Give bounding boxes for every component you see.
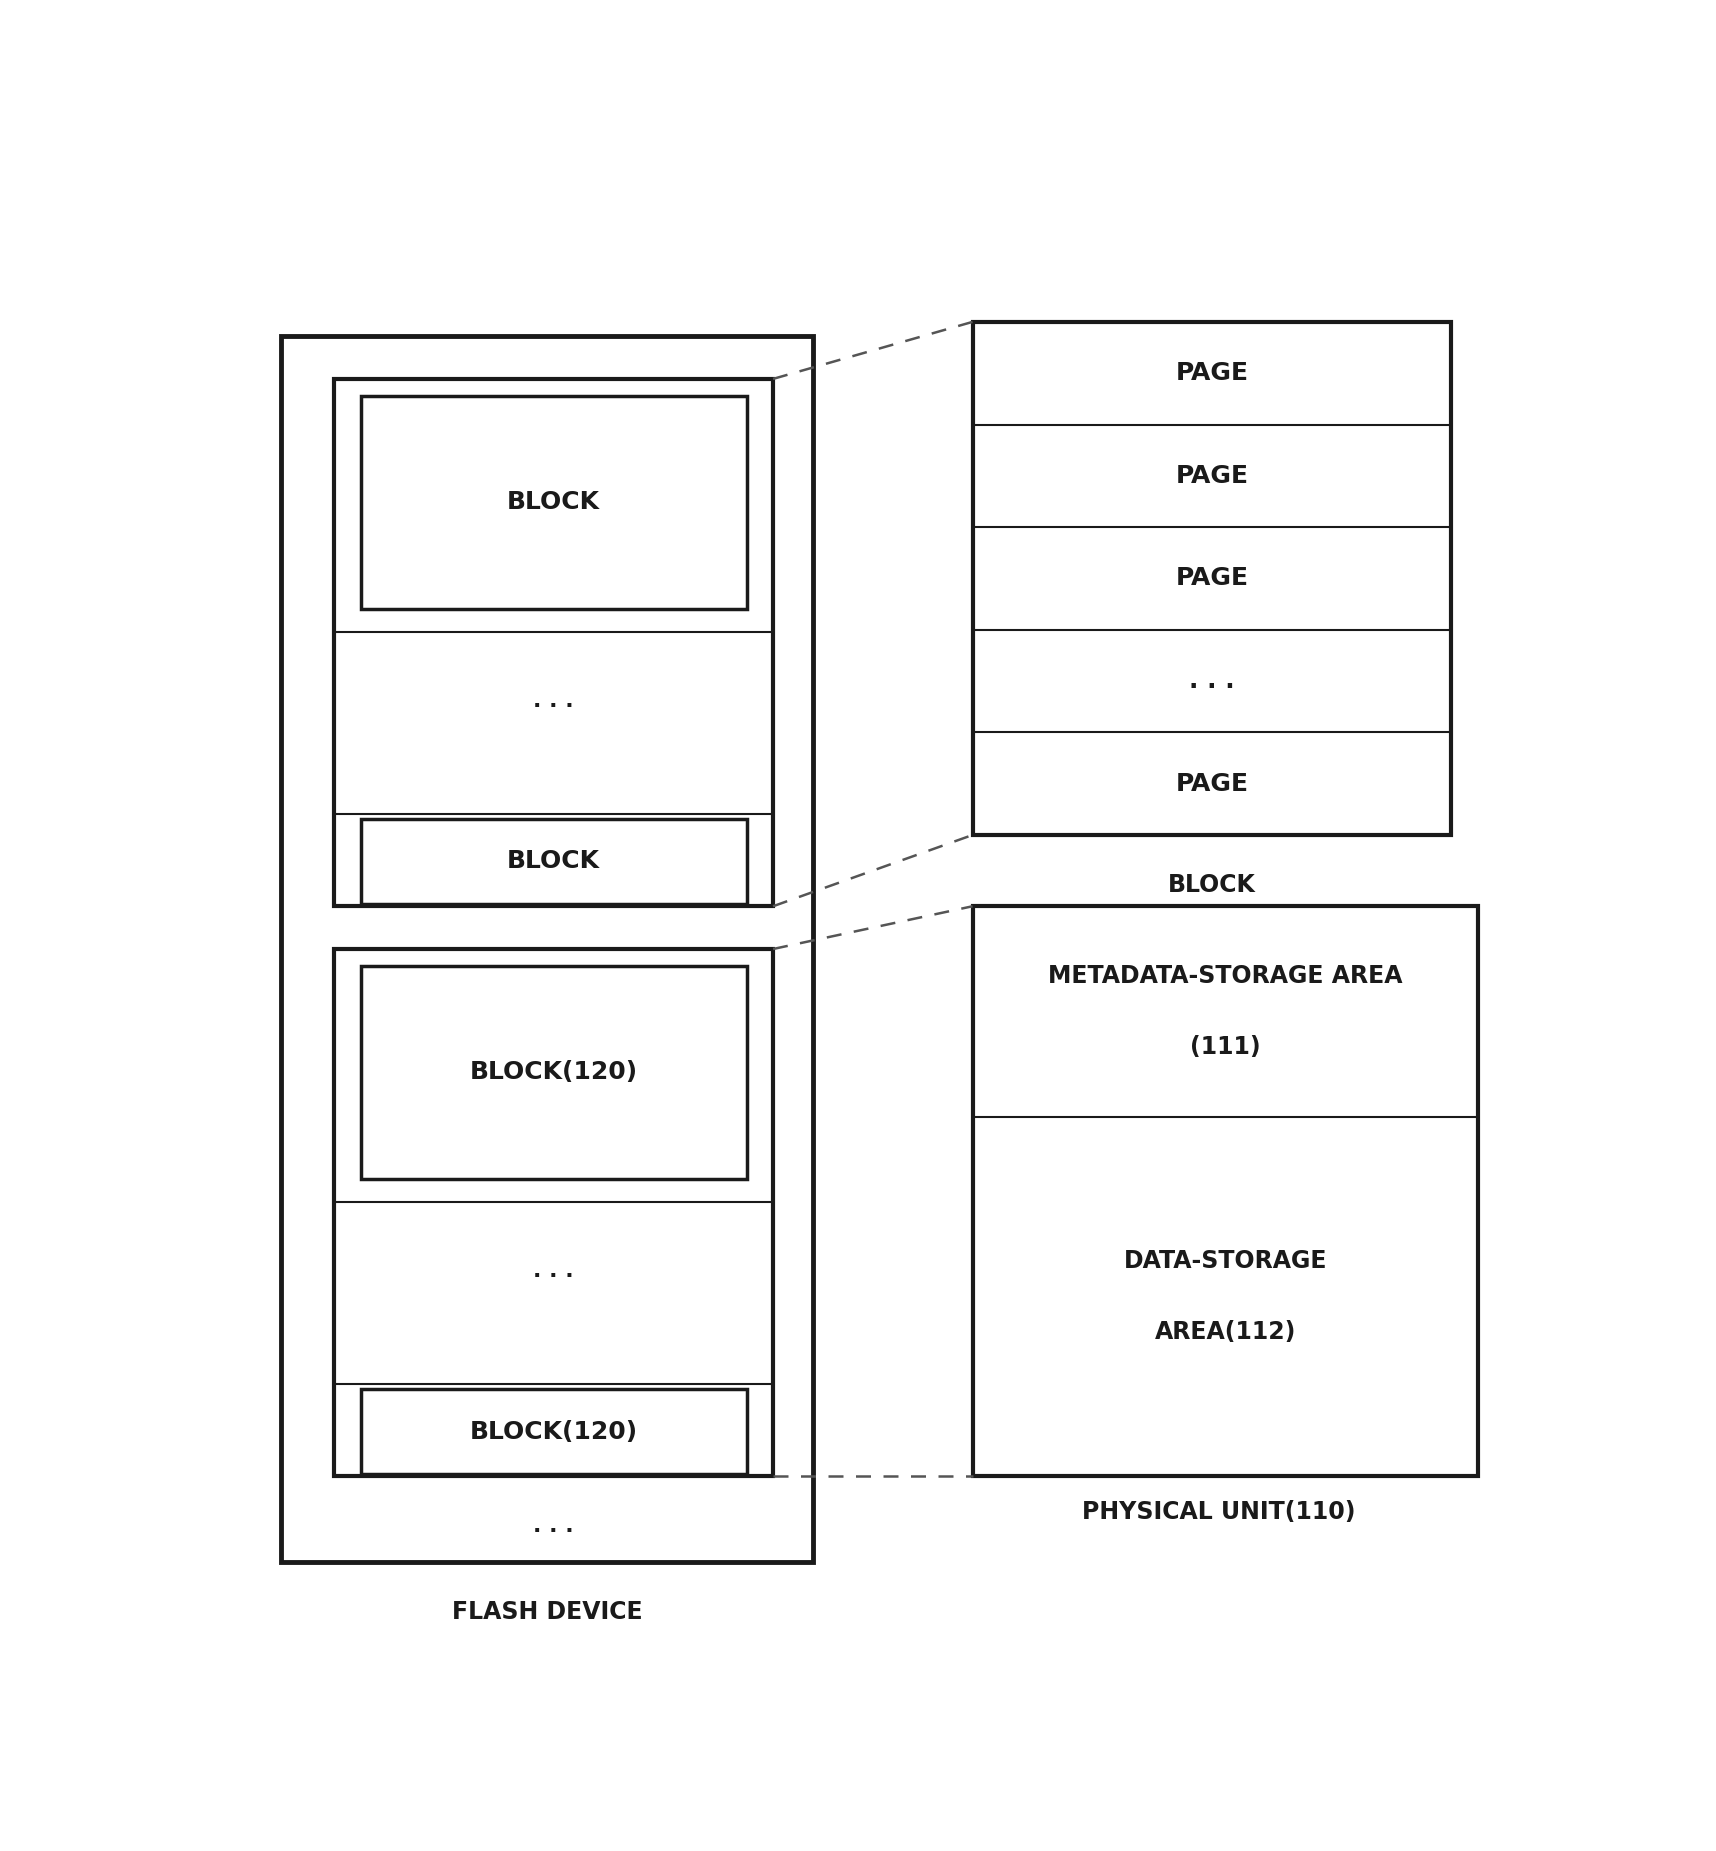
Text: PAGE: PAGE: [1175, 465, 1249, 489]
Text: PAGE: PAGE: [1175, 566, 1249, 590]
Bar: [360, 820, 746, 903]
Text: PAGE: PAGE: [1175, 361, 1249, 385]
Bar: [360, 966, 746, 1179]
Text: DATA-STORAGE: DATA-STORAGE: [1124, 1249, 1326, 1273]
Bar: [335, 950, 774, 1477]
Bar: [335, 379, 774, 907]
Text: BLOCK: BLOCK: [508, 491, 601, 515]
Bar: [973, 322, 1452, 835]
Bar: [360, 1390, 746, 1473]
Bar: [973, 907, 1477, 1477]
Text: AREA(112): AREA(112): [1155, 1320, 1296, 1344]
Bar: [360, 396, 746, 609]
Text: (111): (111): [1189, 1035, 1261, 1059]
Bar: [281, 337, 813, 1562]
Text: PHYSICAL UNIT(110): PHYSICAL UNIT(110): [1081, 1499, 1356, 1523]
Text: BLOCK: BLOCK: [1169, 874, 1256, 898]
Text: . . .: . . .: [534, 1516, 573, 1536]
Text: BLOCK: BLOCK: [508, 850, 601, 874]
Text: BLOCK(120): BLOCK(120): [470, 1420, 638, 1444]
Text: FLASH DEVICE: FLASH DEVICE: [451, 1599, 642, 1623]
Text: . . .: . . .: [534, 1261, 573, 1281]
Text: BLOCK(120): BLOCK(120): [470, 1061, 638, 1085]
Text: PAGE: PAGE: [1175, 772, 1249, 796]
Text: METADATA-STORAGE AREA: METADATA-STORAGE AREA: [1048, 964, 1402, 988]
Text: . . .: . . .: [1189, 668, 1236, 692]
Text: . . .: . . .: [534, 690, 573, 711]
